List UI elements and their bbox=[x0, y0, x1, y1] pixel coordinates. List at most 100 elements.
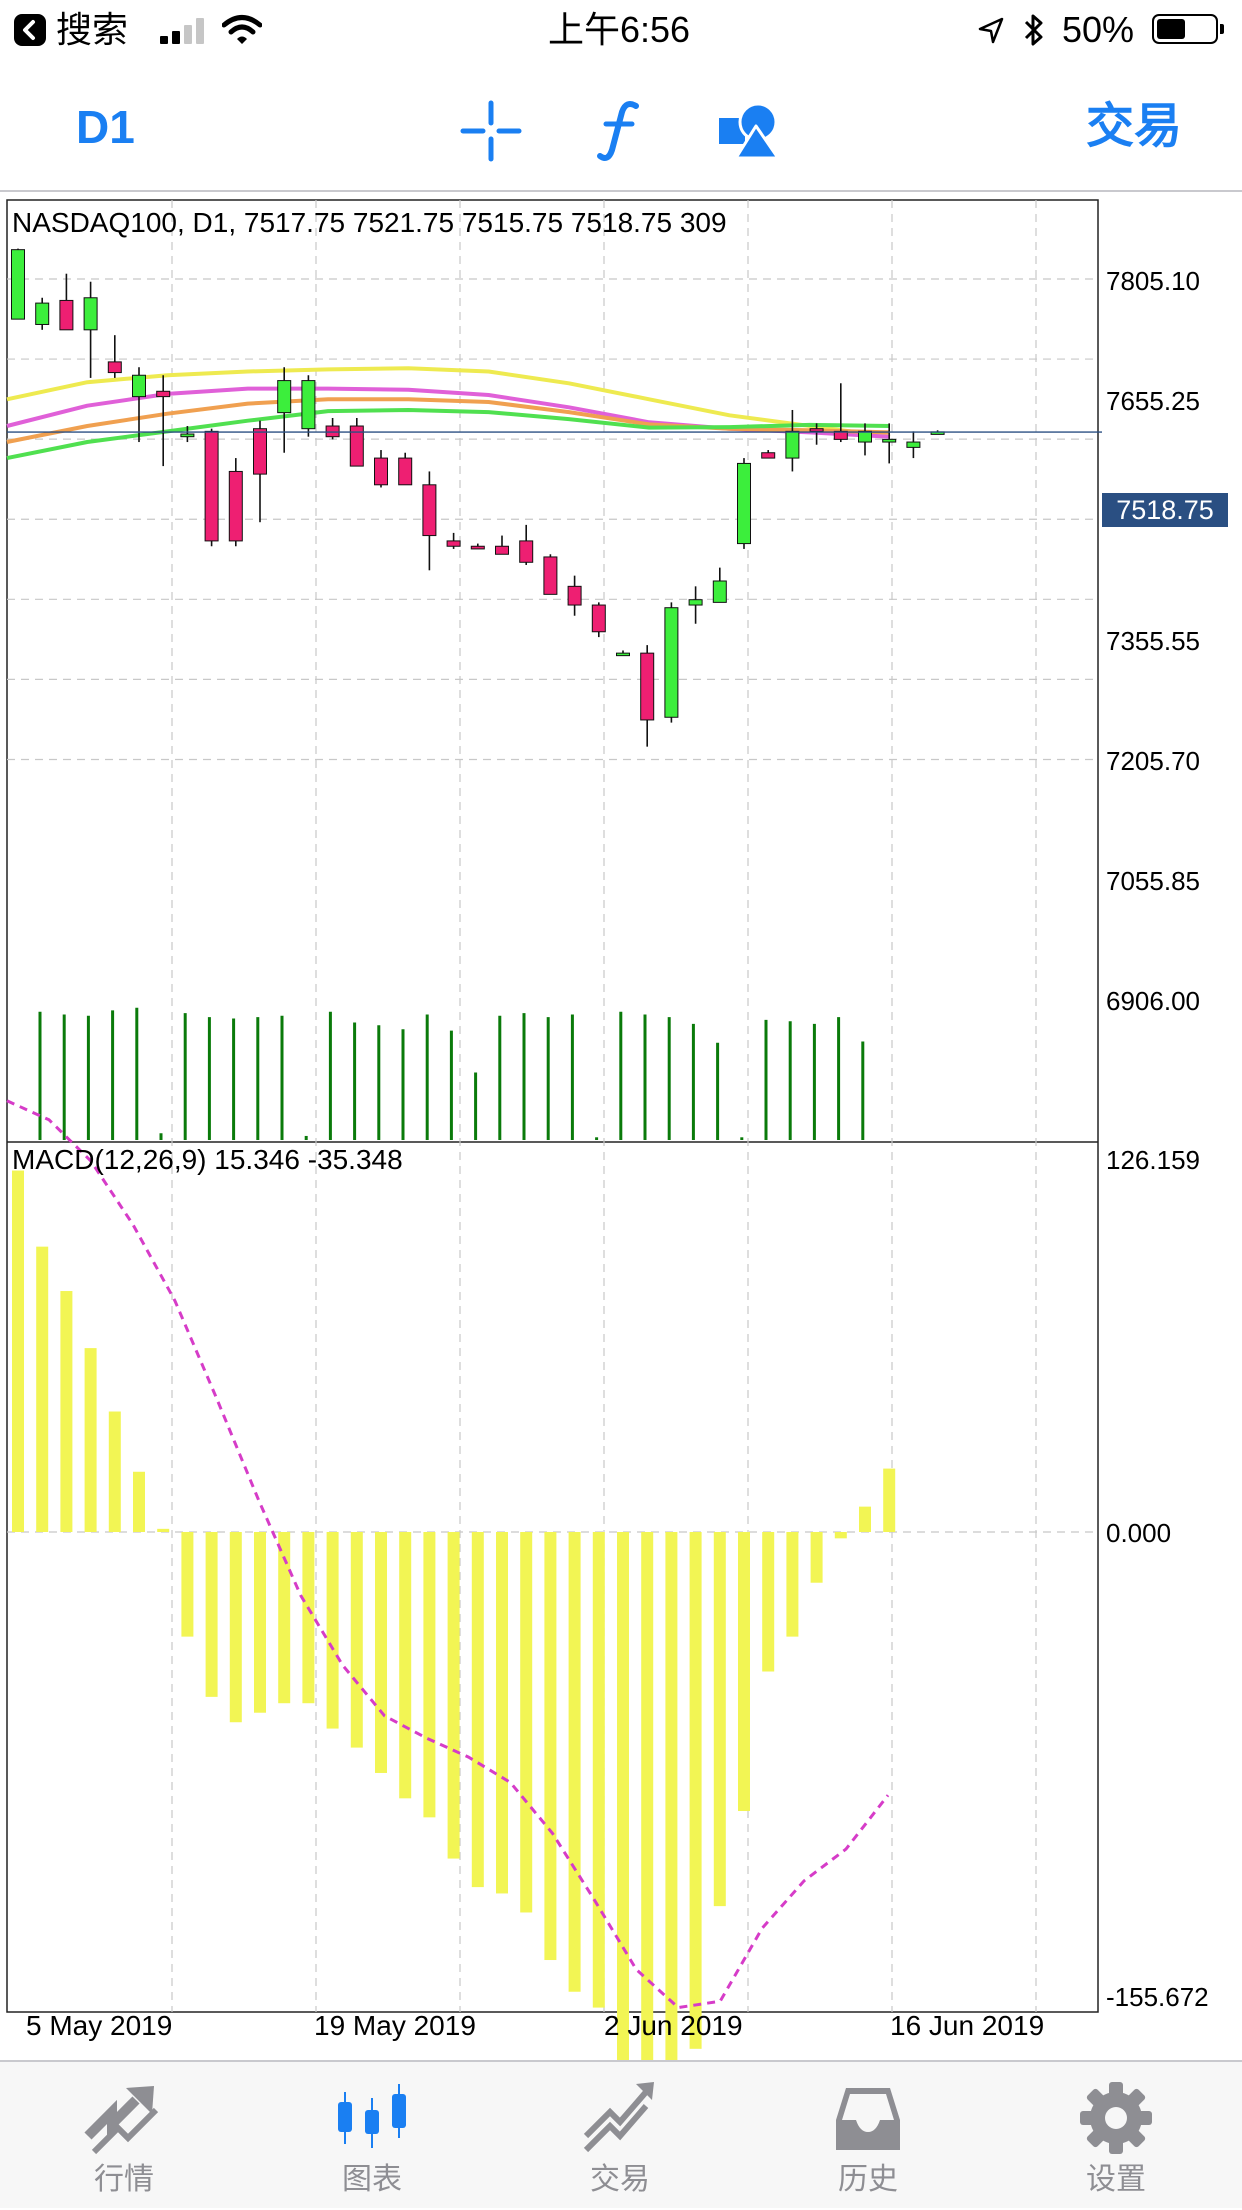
macd-histogram-bar bbox=[713, 1532, 726, 1907]
back-arrow-icon[interactable] bbox=[14, 14, 46, 46]
candle-body bbox=[906, 441, 921, 448]
candle-body bbox=[591, 604, 606, 633]
macd-axis-label: -155.672 bbox=[1106, 1982, 1209, 2012]
macd-histogram-bar bbox=[60, 1291, 73, 1532]
macd-histogram-bar bbox=[399, 1532, 412, 1799]
tab-quotes[interactable]: 行情 bbox=[24, 2062, 224, 2210]
macd-axis-label: 0.000 bbox=[1106, 1518, 1172, 1548]
moving-average-line bbox=[6, 408, 891, 461]
function-icon[interactable] bbox=[596, 98, 644, 164]
macd-histogram-bar bbox=[544, 1532, 557, 1961]
candle-body bbox=[737, 462, 751, 545]
quotes-icon bbox=[84, 2086, 159, 2155]
bluetooth-icon bbox=[1024, 14, 1043, 46]
candle-body bbox=[640, 652, 655, 721]
macd-histogram-bar bbox=[786, 1532, 799, 1637]
tab-chart[interactable]: 图表 bbox=[272, 2062, 472, 2210]
candle-body bbox=[156, 390, 171, 398]
chart-area[interactable]: NASDAQ100, D1, 7517.75 7521.75 7515.75 7… bbox=[0, 192, 1242, 2060]
candle-body bbox=[495, 545, 509, 555]
macd-histogram-bar bbox=[84, 1348, 97, 1532]
price-axis-label: 7355.55 bbox=[1106, 626, 1200, 656]
macd-histogram-bar bbox=[205, 1532, 218, 1697]
macd-histogram-bar bbox=[326, 1532, 339, 1729]
macd-histogram-bar bbox=[12, 1170, 24, 1532]
macd-histogram-bar bbox=[496, 1532, 508, 1894]
status-time: 上午6:56 bbox=[548, 9, 691, 50]
date-axis-label: 2 Jun 2019 bbox=[604, 2010, 743, 2041]
macd-histogram-bar bbox=[762, 1532, 775, 1672]
macd-histogram-bar bbox=[665, 1532, 678, 2060]
candle-body bbox=[664, 607, 679, 718]
candle-body bbox=[83, 297, 98, 331]
candle-body bbox=[712, 580, 727, 603]
candle-body bbox=[398, 457, 413, 486]
tab-settings[interactable]: 设置 bbox=[1016, 2062, 1216, 2210]
candle-body bbox=[59, 299, 74, 331]
macd-histogram-bar bbox=[617, 1532, 629, 2060]
date-axis-label: 19 May 2019 bbox=[314, 2010, 476, 2041]
candle-body bbox=[301, 380, 316, 430]
macd-histogram-bar bbox=[36, 1246, 49, 1532]
macd-histogram-bar bbox=[375, 1532, 387, 1773]
macd-histogram-bar bbox=[592, 1532, 605, 2008]
moving-average-line bbox=[6, 366, 891, 439]
candle-body bbox=[616, 652, 630, 657]
tab-bar: 行情 图表 交易 历史 bbox=[0, 2060, 1242, 2208]
macd-histogram-bar bbox=[133, 1471, 145, 1532]
candle-body bbox=[543, 556, 558, 595]
candle-body bbox=[858, 430, 872, 443]
settings-icon bbox=[1080, 2082, 1152, 2154]
objects-icon[interactable] bbox=[716, 98, 782, 160]
macd-histogram-bar bbox=[447, 1532, 460, 1859]
candle-body bbox=[519, 540, 534, 563]
timeframe-button[interactable]: D1 bbox=[76, 101, 135, 153]
macd-histogram-bar bbox=[108, 1411, 121, 1532]
wifi-icon bbox=[222, 15, 262, 44]
macd-histogram-bar bbox=[157, 1528, 170, 1532]
battery-icon bbox=[1152, 14, 1224, 44]
macd-histogram-bar bbox=[181, 1532, 194, 1637]
macd-info: MACD(12,26,9) 15.346 -35.348 bbox=[12, 1144, 403, 1175]
tab-label: 设置 bbox=[1086, 2163, 1146, 2196]
date-axis-label: 5 May 2019 bbox=[26, 2010, 173, 2041]
moving-average-line bbox=[6, 397, 891, 444]
tab-history[interactable]: 历史 bbox=[768, 2062, 968, 2210]
current-price-label: 7518.75 bbox=[1102, 493, 1228, 527]
macd-histogram-bar bbox=[568, 1532, 581, 1992]
candle-body bbox=[180, 433, 195, 438]
macd-histogram-bar bbox=[834, 1532, 847, 1539]
macd-histogram-bar bbox=[229, 1532, 242, 1723]
crosshair-icon[interactable] bbox=[460, 100, 522, 162]
price-chart[interactable] bbox=[0, 192, 1242, 2060]
tab-label: 交易 bbox=[590, 2163, 650, 2196]
price-axis-label: 6906.00 bbox=[1106, 986, 1200, 1016]
candle-body bbox=[132, 374, 146, 398]
macd-axis-label: 126.159 bbox=[1106, 1145, 1200, 1175]
price-axis-label: 7805.10 bbox=[1106, 266, 1200, 296]
location-arrow-icon bbox=[978, 17, 1004, 44]
candle-body bbox=[567, 585, 582, 606]
macd-histogram-bar bbox=[859, 1506, 871, 1532]
macd-histogram-bar bbox=[520, 1532, 533, 1913]
candle-body bbox=[761, 452, 776, 459]
date-axis-label: 16 Jun 2019 bbox=[890, 2010, 1045, 2041]
back-to-search-link[interactable]: 搜索 bbox=[56, 9, 129, 50]
macd-histogram-bar bbox=[810, 1532, 823, 1583]
candle-body bbox=[107, 361, 122, 374]
tab-label: 历史 bbox=[838, 2163, 898, 2196]
macd-histogram-bar bbox=[254, 1532, 266, 1713]
price-axis-label: 7055.85 bbox=[1106, 866, 1200, 896]
candle-body bbox=[349, 425, 364, 467]
candle-body bbox=[277, 380, 292, 414]
candle-body bbox=[374, 457, 388, 486]
candle-body bbox=[422, 484, 437, 537]
macd-signal-line bbox=[6, 1099, 890, 2010]
price-axis-label: 7205.70 bbox=[1106, 746, 1200, 776]
cellular-signal-icon bbox=[160, 18, 206, 44]
trade-button[interactable]: 交易 bbox=[1086, 100, 1183, 153]
tab-trade[interactable]: 交易 bbox=[520, 2062, 720, 2210]
macd-histogram-bar bbox=[302, 1532, 315, 1704]
history-icon bbox=[836, 2088, 900, 2150]
candle-body bbox=[253, 428, 267, 475]
